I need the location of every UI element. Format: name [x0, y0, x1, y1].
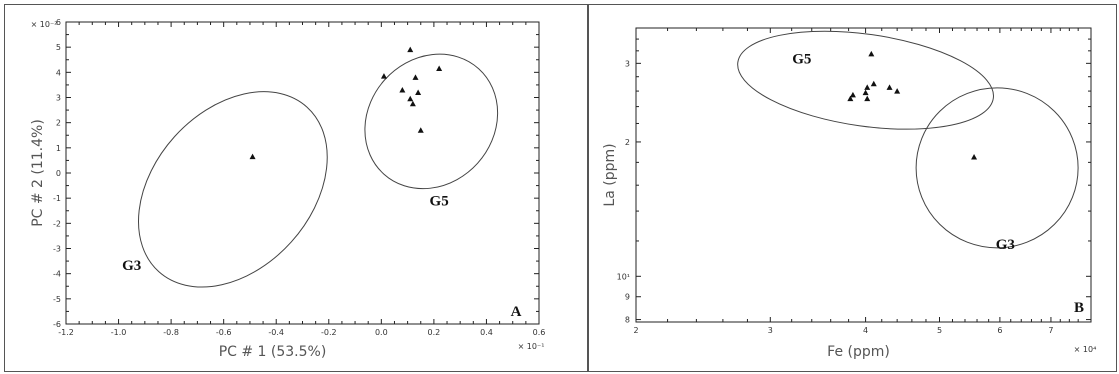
- y-tick-label-a: -3: [53, 245, 61, 254]
- x-tick-label-a: -0.8: [163, 328, 179, 337]
- ellipse-g3-b: [915, 87, 1079, 249]
- y-tick-label-b: 10¹: [617, 272, 630, 281]
- y-tick-label-a: 2: [56, 119, 61, 128]
- x-tick-label-a: -1.0: [111, 328, 127, 337]
- panel-b-frame: [588, 4, 1117, 372]
- y-tick-label-b: 8: [625, 316, 630, 325]
- ellipse-g5-b: [737, 30, 994, 130]
- group-label-g5-a: G5: [430, 194, 449, 210]
- y-tick-label-b: 9: [625, 293, 630, 302]
- data-point-g5: [407, 46, 414, 53]
- data-point-g5: [886, 84, 893, 90]
- data-point-g5: [407, 95, 414, 102]
- y-tick-label-a: -2: [53, 219, 61, 228]
- data-point-g5: [870, 80, 877, 87]
- y-tick-label-b: 2: [625, 138, 630, 147]
- x-tick-label-b: 5: [937, 326, 942, 335]
- y-tick-label-a: 4: [56, 68, 61, 77]
- x-axis-label-b: Fe (ppm): [827, 344, 890, 360]
- data-point-g5: [436, 65, 443, 72]
- plot-area-b: [635, 27, 1092, 323]
- x-tick-label-a: -0.6: [216, 328, 232, 337]
- data-point-g5: [409, 100, 416, 107]
- y-tick-label-a: 3: [56, 94, 61, 103]
- x-tick-label-b: 6: [997, 326, 1002, 335]
- group-label-g5-b: G5: [792, 51, 811, 67]
- x-multiplier-b: × 10⁴: [1074, 345, 1097, 354]
- x-tick-label-b: 7: [1048, 326, 1053, 335]
- y-axis-label-a: PC # 2 (11.4%): [30, 119, 46, 227]
- x-tick-label-b: 3: [768, 326, 773, 335]
- y-tick-label-b: 3: [625, 59, 630, 68]
- y-tick-label-a: 6: [56, 18, 61, 27]
- x-tick-label-a: 0.0: [375, 328, 388, 337]
- y-tick-label-a: 5: [56, 43, 61, 52]
- ellipse-g5-a: [364, 53, 499, 190]
- y-tick-label-a: -6: [53, 320, 61, 329]
- data-point-g3: [249, 153, 256, 160]
- data-point-g5: [415, 89, 422, 95]
- x-tick-label-a: 0.4: [480, 328, 493, 337]
- x-multiplier-a: × 10⁻¹: [518, 342, 545, 351]
- group-label-g3-a: G3: [122, 258, 141, 274]
- x-tick-label-a: 0.6: [533, 328, 546, 337]
- y-axis-label-b: La (ppm): [602, 143, 618, 206]
- data-point-g5: [847, 95, 854, 102]
- data-point-g5: [868, 50, 875, 57]
- y-tick-label-a: -1: [53, 194, 61, 203]
- data-point-g5: [862, 89, 869, 96]
- panel-a-frame: [4, 4, 588, 372]
- data-point-g5: [864, 84, 871, 90]
- y-tick-label-a: -4: [53, 270, 61, 279]
- x-tick-label-a: -1.2: [58, 328, 74, 337]
- group-label-g3-b: G3: [996, 237, 1015, 253]
- data-point-g5: [417, 127, 424, 133]
- y-tick-label-a: -5: [53, 295, 61, 304]
- y-tick-label-a: 1: [56, 144, 61, 153]
- x-tick-label-a: -0.4: [268, 328, 284, 337]
- panel-label-a: A: [511, 304, 522, 320]
- y-tick-label-a: 0: [56, 169, 61, 178]
- panel-label-b: B: [1074, 300, 1084, 316]
- data-point-g5: [894, 88, 901, 94]
- data-point-g3: [971, 154, 978, 160]
- data-point-g5: [412, 74, 419, 80]
- x-tick-label-b: 2: [633, 326, 638, 335]
- data-point-g5: [399, 86, 406, 93]
- x-tick-label-a: -0.2: [321, 328, 337, 337]
- ellipse-g3-a: [138, 91, 328, 288]
- data-point-g5: [849, 91, 856, 98]
- x-axis-label-a: PC # 1 (53.5%): [219, 344, 327, 360]
- x-tick-label-a: 0.2: [428, 328, 441, 337]
- x-tick-label-b: 4: [863, 326, 868, 335]
- y-multiplier-a: × 10⁻²: [31, 20, 58, 29]
- data-point-g5: [380, 73, 387, 79]
- data-point-g5: [864, 95, 871, 102]
